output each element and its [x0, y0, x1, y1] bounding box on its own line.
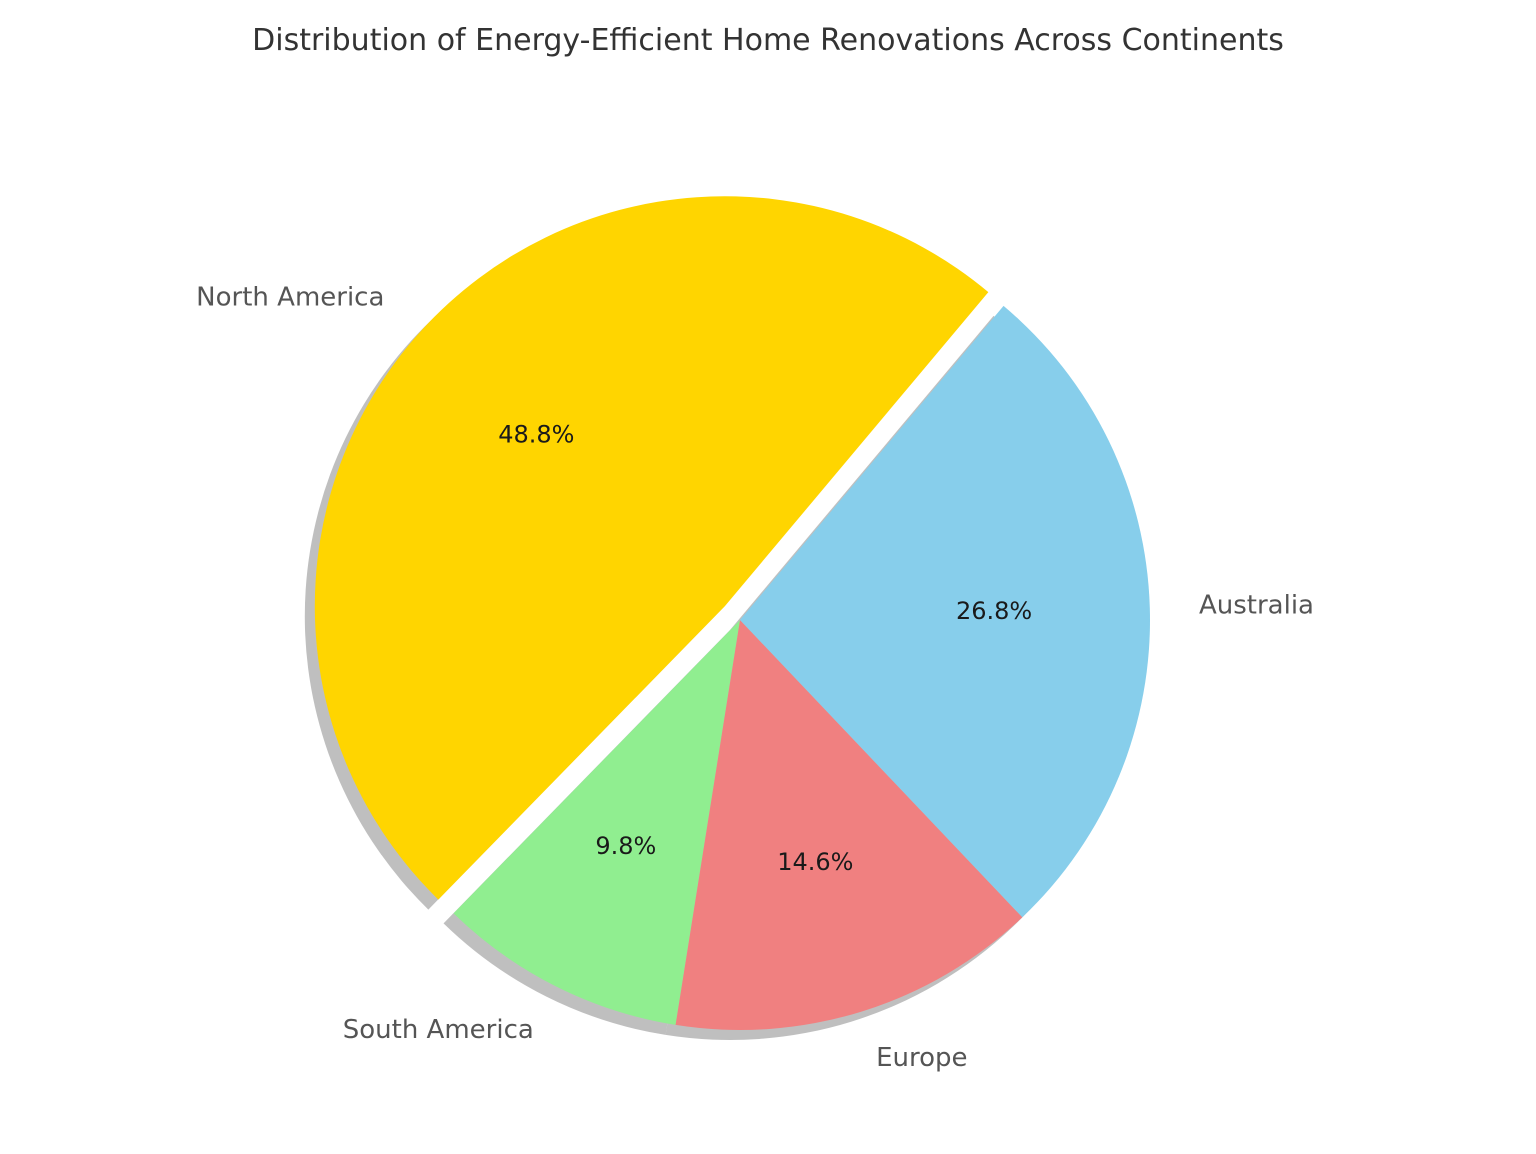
pie-slice-label: South America — [343, 1015, 534, 1045]
pie-chart: Distribution of Energy-Efficient Home Re… — [0, 0, 1536, 1154]
pie-slice-label: North America — [196, 283, 384, 313]
pie-pct-label: 14.6% — [777, 848, 853, 876]
pie-slice-label: Europe — [876, 1043, 967, 1073]
pie-pct-label: 26.8% — [956, 597, 1032, 625]
pie-pct-label: 48.8% — [498, 421, 574, 449]
chart-title: Distribution of Energy-Efficient Home Re… — [252, 23, 1284, 58]
pie-slice-label: Australia — [1199, 590, 1314, 620]
pie-pct-label: 9.8% — [595, 832, 656, 860]
